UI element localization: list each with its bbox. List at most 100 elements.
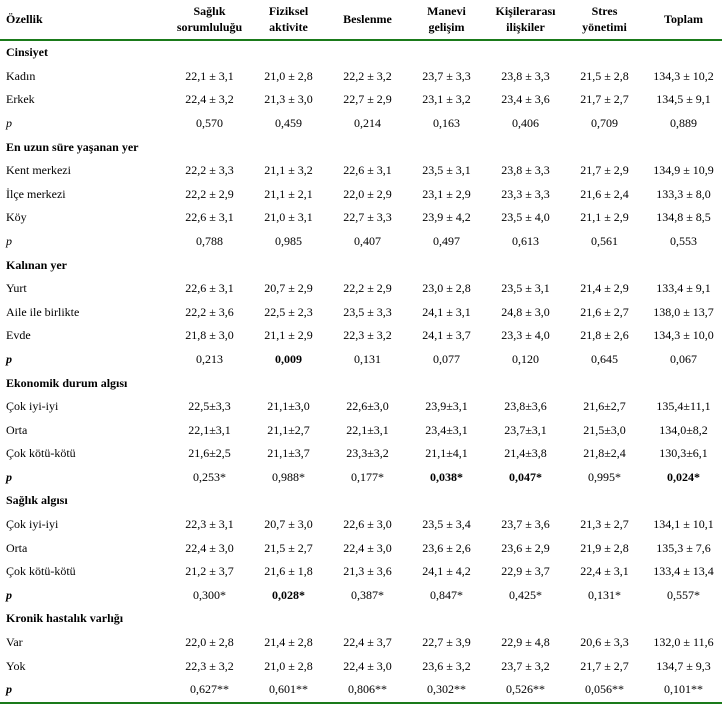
p-value: 0,047*	[486, 466, 565, 490]
p-label: p	[0, 584, 170, 608]
cell-value: 23,6 ± 2,9	[486, 537, 565, 561]
cell-value: 22,2 ± 2,9	[170, 183, 249, 207]
p-value: 0,425*	[486, 584, 565, 608]
cell-value: 23,5 ± 3,4	[407, 513, 486, 537]
cell-value: 22,6 ± 3,1	[328, 159, 407, 183]
section-title: Cinsiyet	[0, 40, 722, 65]
p-value-row: p0,2130,0090,1310,0770,1200,6450,067	[0, 348, 722, 372]
cell-value: 23,1 ± 2,9	[407, 183, 486, 207]
cell-value: 23,7 ± 3,2	[486, 655, 565, 679]
p-value: 0,387*	[328, 584, 407, 608]
cell-value: 22,7 ± 2,9	[328, 88, 407, 112]
p-value: 0,561	[565, 230, 644, 254]
section-title-row: Ekonomik durum algısı	[0, 372, 722, 396]
cell-value: 135,4±11,1	[644, 395, 722, 419]
p-value: 0,497	[407, 230, 486, 254]
row-label: Çok kötü-kötü	[0, 560, 170, 584]
table-row: Orta22,4 ± 3,021,5 ± 2,722,4 ± 3,023,6 ±…	[0, 537, 722, 561]
cell-value: 24,1 ± 3,7	[407, 324, 486, 348]
col-header-line2: aktivite	[251, 20, 326, 36]
col-header-line1: Beslenme	[330, 12, 405, 28]
cell-value: 134,1 ± 10,1	[644, 513, 722, 537]
cell-value: 23,9 ± 4,2	[407, 206, 486, 230]
col-header: Sağlıksorumluluğu	[170, 0, 249, 40]
col-header-line2: gelişim	[409, 20, 484, 36]
cell-value: 22,4 ± 3,7	[328, 631, 407, 655]
table-row: Kent merkezi22,2 ± 3,321,1 ± 3,222,6 ± 3…	[0, 159, 722, 183]
col-header: Toplam	[644, 0, 722, 40]
p-value: 0,407	[328, 230, 407, 254]
cell-value: 23,8±3,6	[486, 395, 565, 419]
cell-value: 21,6±2,5	[170, 442, 249, 466]
p-value: 0,101**	[644, 678, 722, 703]
col-header-line1: Stres	[567, 4, 642, 20]
cell-value: 134,8 ± 8,5	[644, 206, 722, 230]
row-label: Orta	[0, 419, 170, 443]
cell-value: 134,0±8,2	[644, 419, 722, 443]
cell-value: 21,5 ± 2,7	[249, 537, 328, 561]
cell-value: 21,1±2,7	[249, 419, 328, 443]
col-header-line1: Sağlık	[172, 4, 247, 20]
p-value: 0,570	[170, 112, 249, 136]
col-header-line1: Özellik	[6, 12, 168, 28]
cell-value: 21,3 ± 3,0	[249, 88, 328, 112]
col-header-line2: sorumluluğu	[172, 20, 247, 36]
cell-value: 21,1±3,0	[249, 395, 328, 419]
section-title-row: Sağlık algısı	[0, 489, 722, 513]
col-header-line1: Toplam	[646, 12, 721, 28]
cell-value: 22,6 ± 3,1	[170, 277, 249, 301]
cell-value: 22,9 ± 3,7	[486, 560, 565, 584]
cell-value: 21,0 ± 2,8	[249, 655, 328, 679]
col-header: Kişilerarasıilişkiler	[486, 0, 565, 40]
col-header-line2: yönetimi	[567, 20, 642, 36]
cell-value: 22,4 ± 3,0	[170, 537, 249, 561]
cell-value: 22,6±3,0	[328, 395, 407, 419]
cell-value: 22,1 ± 3,1	[170, 65, 249, 89]
p-value: 0,163	[407, 112, 486, 136]
cell-value: 22,1±3,1	[170, 419, 249, 443]
section-title: En uzun süre yaşanan yer	[0, 136, 722, 160]
cell-value: 132,0 ± 11,6	[644, 631, 722, 655]
p-value: 0,601**	[249, 678, 328, 703]
cell-value: 21,6 ± 2,4	[565, 183, 644, 207]
p-value: 0,067	[644, 348, 722, 372]
row-label: Evde	[0, 324, 170, 348]
cell-value: 23,5 ± 3,1	[407, 159, 486, 183]
col-header-line1: Fiziksel	[251, 4, 326, 20]
cell-value: 22,9 ± 4,8	[486, 631, 565, 655]
cell-value: 23,9±3,1	[407, 395, 486, 419]
cell-value: 21,1 ± 2,1	[249, 183, 328, 207]
table-header: ÖzellikSağlıksorumluluğuFizikselaktivite…	[0, 0, 722, 40]
p-value: 0,131*	[565, 584, 644, 608]
cell-value: 134,5 ± 9,1	[644, 88, 722, 112]
table-row: İlçe merkezi22,2 ± 2,921,1 ± 2,122,0 ± 2…	[0, 183, 722, 207]
table-row: Çok kötü-kötü21,6±2,521,1±3,723,3±3,221,…	[0, 442, 722, 466]
table-row: Var22,0 ± 2,821,4 ± 2,822,4 ± 3,722,7 ± …	[0, 631, 722, 655]
cell-value: 23,3 ± 3,3	[486, 183, 565, 207]
cell-value: 21,0 ± 2,8	[249, 65, 328, 89]
cell-value: 21,5±3,0	[565, 419, 644, 443]
p-value: 0,038*	[407, 466, 486, 490]
table-row: Çok iyi-iyi22,5±3,321,1±3,022,6±3,023,9±…	[0, 395, 722, 419]
col-header-line1: Manevi	[409, 4, 484, 20]
col-header-feature: Özellik	[0, 0, 170, 40]
cell-value: 133,4 ± 13,4	[644, 560, 722, 584]
cell-value: 21,0 ± 3,1	[249, 206, 328, 230]
row-label: Yok	[0, 655, 170, 679]
cell-value: 22,0 ± 2,8	[170, 631, 249, 655]
cell-value: 22,2 ± 3,6	[170, 301, 249, 325]
cell-value: 133,4 ± 9,1	[644, 277, 722, 301]
p-value: 0,302**	[407, 678, 486, 703]
row-label: Orta	[0, 537, 170, 561]
cell-value: 23,5 ± 4,0	[486, 206, 565, 230]
cell-value: 22,2 ± 3,2	[328, 65, 407, 89]
cell-value: 23,6 ± 3,2	[407, 655, 486, 679]
cell-value: 23,7 ± 3,3	[407, 65, 486, 89]
cell-value: 21,8±2,4	[565, 442, 644, 466]
p-value: 0,009	[249, 348, 328, 372]
cell-value: 23,5 ± 3,1	[486, 277, 565, 301]
cell-value: 21,3 ± 3,6	[328, 560, 407, 584]
cell-value: 22,5±3,3	[170, 395, 249, 419]
table-row: Çok kötü-kötü21,2 ± 3,721,6 ± 1,821,3 ± …	[0, 560, 722, 584]
cell-value: 24,1 ± 3,1	[407, 301, 486, 325]
